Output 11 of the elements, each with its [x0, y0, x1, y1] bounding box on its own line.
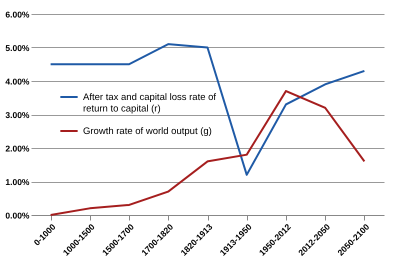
y-tick-label: 0.00% — [5, 210, 30, 220]
y-tick-label: 6.00% — [5, 10, 30, 20]
y-tick-label: 4.00% — [5, 76, 30, 86]
legend-label: After tax and capital loss rate of return to capital (r) — [83, 92, 216, 114]
line-series — [50, 43, 366, 176]
y-tick-label: 5.00% — [5, 43, 30, 53]
legend-label: Growth rate of world output (g) — [83, 126, 212, 137]
y-tick-label: 2.00% — [5, 144, 30, 154]
line-series — [50, 90, 366, 216]
y-tick-label: 1.00% — [5, 177, 30, 187]
y-tick-label: 3.00% — [5, 110, 30, 120]
